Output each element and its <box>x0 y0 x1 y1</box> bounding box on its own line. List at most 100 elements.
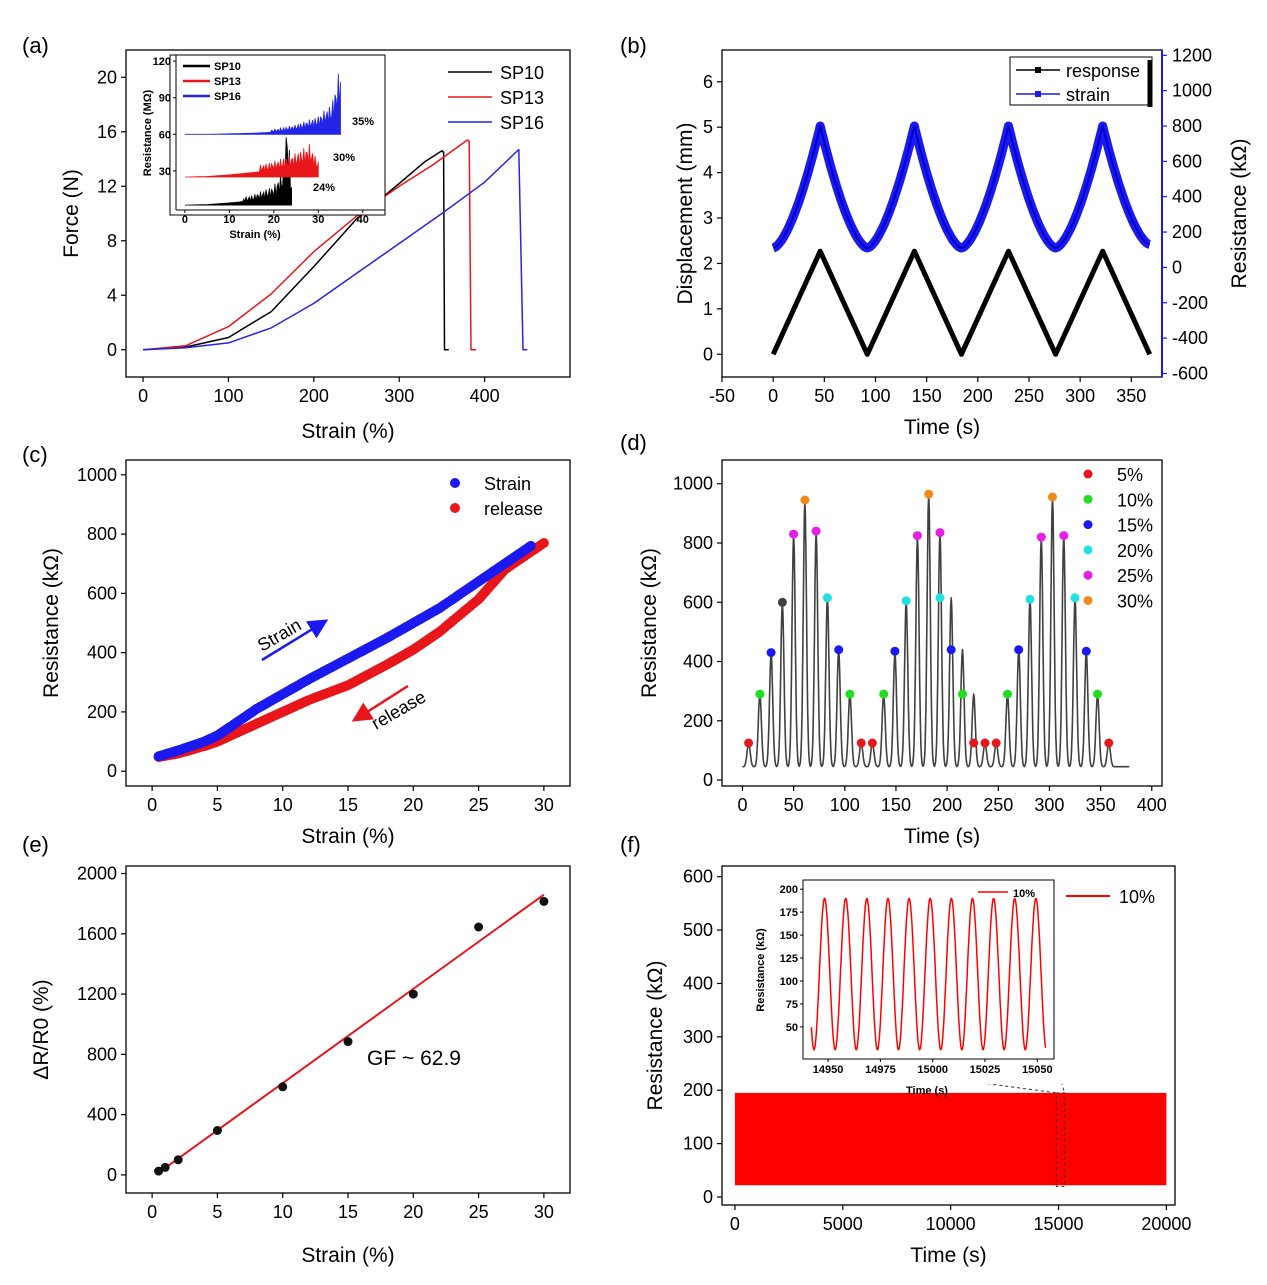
inset-y-tick-label: 100 <box>780 976 798 988</box>
legend-label: 20% <box>1117 541 1153 561</box>
x-tick-label: 15 <box>338 1202 358 1222</box>
inset-legend-label: SP10 <box>214 61 241 73</box>
marker-point <box>935 593 945 603</box>
data-point <box>278 1082 288 1092</box>
y-tick-label: 400 <box>683 973 713 993</box>
inset-y-tick-label: 75 <box>786 999 798 1011</box>
legend-label: release <box>484 499 543 519</box>
marker-point <box>822 593 832 603</box>
inset-y-tick-label: 150 <box>780 930 798 942</box>
gf-annotation: GF ~ 62.9 <box>367 1047 461 1070</box>
inset-legend-label: 10% <box>1013 888 1035 900</box>
marker-point <box>755 689 765 699</box>
marker-group-15% <box>766 645 1091 658</box>
marker-point <box>1104 738 1114 748</box>
inset-series-10-percent <box>810 897 1047 1051</box>
x-tick-label: 300 <box>384 386 414 406</box>
y-tick-label: 1000 <box>77 465 117 485</box>
legend-marker <box>1035 67 1041 73</box>
legend-marker <box>1083 570 1093 580</box>
inset-x-axis-label: Strain (%) <box>229 229 281 241</box>
x-tick-label: 0 <box>147 1202 157 1222</box>
axes-frame <box>721 865 1176 1206</box>
y-tick-label: 200 <box>87 702 117 722</box>
y-tick-label: 200 <box>683 1080 713 1100</box>
data-point <box>474 922 484 932</box>
y-tick-label: 0 <box>703 1187 713 1207</box>
x-tick-label: 25 <box>469 1202 489 1222</box>
marker-point <box>991 738 1001 748</box>
marker-group-5% <box>744 738 1114 748</box>
marker-group-10% <box>755 689 1102 699</box>
inset-y-tick-label: 90 <box>159 93 171 105</box>
inset-series-SP13 <box>184 144 319 178</box>
y-tick-label: 800 <box>87 1044 117 1064</box>
y-axis-label: Displacement (mm) <box>674 122 697 304</box>
marker-point <box>901 596 911 606</box>
marker-point <box>867 738 877 748</box>
x-tick-label: 100 <box>213 386 243 406</box>
x-tick-label: 20 <box>403 795 423 815</box>
data-point <box>539 896 549 906</box>
marker-point <box>1048 492 1057 502</box>
marker-point <box>811 526 821 536</box>
y-tick-label: 400 <box>87 643 117 663</box>
y-right-tick-label: 1200 <box>1172 45 1212 65</box>
y-tick-label: 4 <box>107 285 117 305</box>
x-tick-label: 400 <box>1137 795 1167 815</box>
legend-marker <box>450 478 460 488</box>
inset-x-tick-label: 14950 <box>813 1064 844 1076</box>
x-tick-label: 150 <box>881 795 911 815</box>
marker-point <box>1059 531 1069 541</box>
series-Strain <box>153 540 536 762</box>
y-tick-label: 800 <box>683 533 713 553</box>
marker-point <box>1093 689 1102 699</box>
panel-label: (d) <box>620 430 647 455</box>
series-SP16 <box>143 148 528 351</box>
panel-f: (f) 0 5000 10000 15000 20000 0 100 200 300 400 500 6… <box>620 832 1191 1267</box>
marker-point <box>879 689 889 699</box>
y-tick-label: 6 <box>703 72 713 92</box>
data-point <box>173 1155 183 1165</box>
panel-label: (f) <box>620 832 641 857</box>
x-tick-label: 200 <box>299 386 329 406</box>
y-tick-label: 300 <box>683 1027 713 1047</box>
marker-point <box>1036 532 1046 542</box>
x-tick-label: 100 <box>860 386 890 406</box>
x-tick-label: 300 <box>1065 386 1095 406</box>
y-tick-label: 20 <box>97 67 117 87</box>
y-axis-label: Resistance (kΩ) <box>644 961 667 1111</box>
x-tick-label: 0 <box>138 386 148 406</box>
x-tick-label: 50 <box>814 386 834 406</box>
x-tick-label: 150 <box>912 386 942 406</box>
marker-group-25% <box>789 526 1069 542</box>
x-axis-label: Strain (%) <box>301 825 394 848</box>
legend-label: 15% <box>1117 516 1153 536</box>
legend-label: strain <box>1066 85 1110 105</box>
series-response <box>770 248 1152 357</box>
panel-label: (b) <box>620 33 647 58</box>
y-tick-label: 16 <box>97 122 117 142</box>
inset-annotation: 30% <box>333 152 355 164</box>
panel-c: (c) 0 5 10 15 20 25 30 0 200 400 600 800 1000 Strain (… <box>22 442 571 848</box>
x-tick-label: 400 <box>470 386 500 406</box>
y-axis-label: Resistance (kΩ) <box>40 548 63 698</box>
x-tick-label: 200 <box>932 795 962 815</box>
marker-point <box>744 738 754 748</box>
data-point <box>212 1126 222 1135</box>
inset-annotation: 24% <box>313 182 335 194</box>
y-tick-label: 400 <box>87 1105 117 1125</box>
x-tick-label: 5 <box>212 795 222 815</box>
y-right-tick-label: 400 <box>1172 187 1202 207</box>
y-tick-label: 0 <box>107 340 117 360</box>
y-right-tick-label: 0 <box>1172 257 1182 277</box>
y-tick-label: 5 <box>703 117 713 137</box>
release-arrow <box>351 684 409 722</box>
marker-point <box>834 645 844 655</box>
panel-d: (d) 0 50 100 150 200 250 300 350 400 0 200 400 600 800… <box>620 430 1167 848</box>
strain-arrow <box>261 619 329 662</box>
y-right-tick-label: 200 <box>1172 222 1202 242</box>
marker-point <box>1025 594 1035 604</box>
legend-label: SP13 <box>500 88 544 108</box>
fit-line <box>158 893 545 1174</box>
